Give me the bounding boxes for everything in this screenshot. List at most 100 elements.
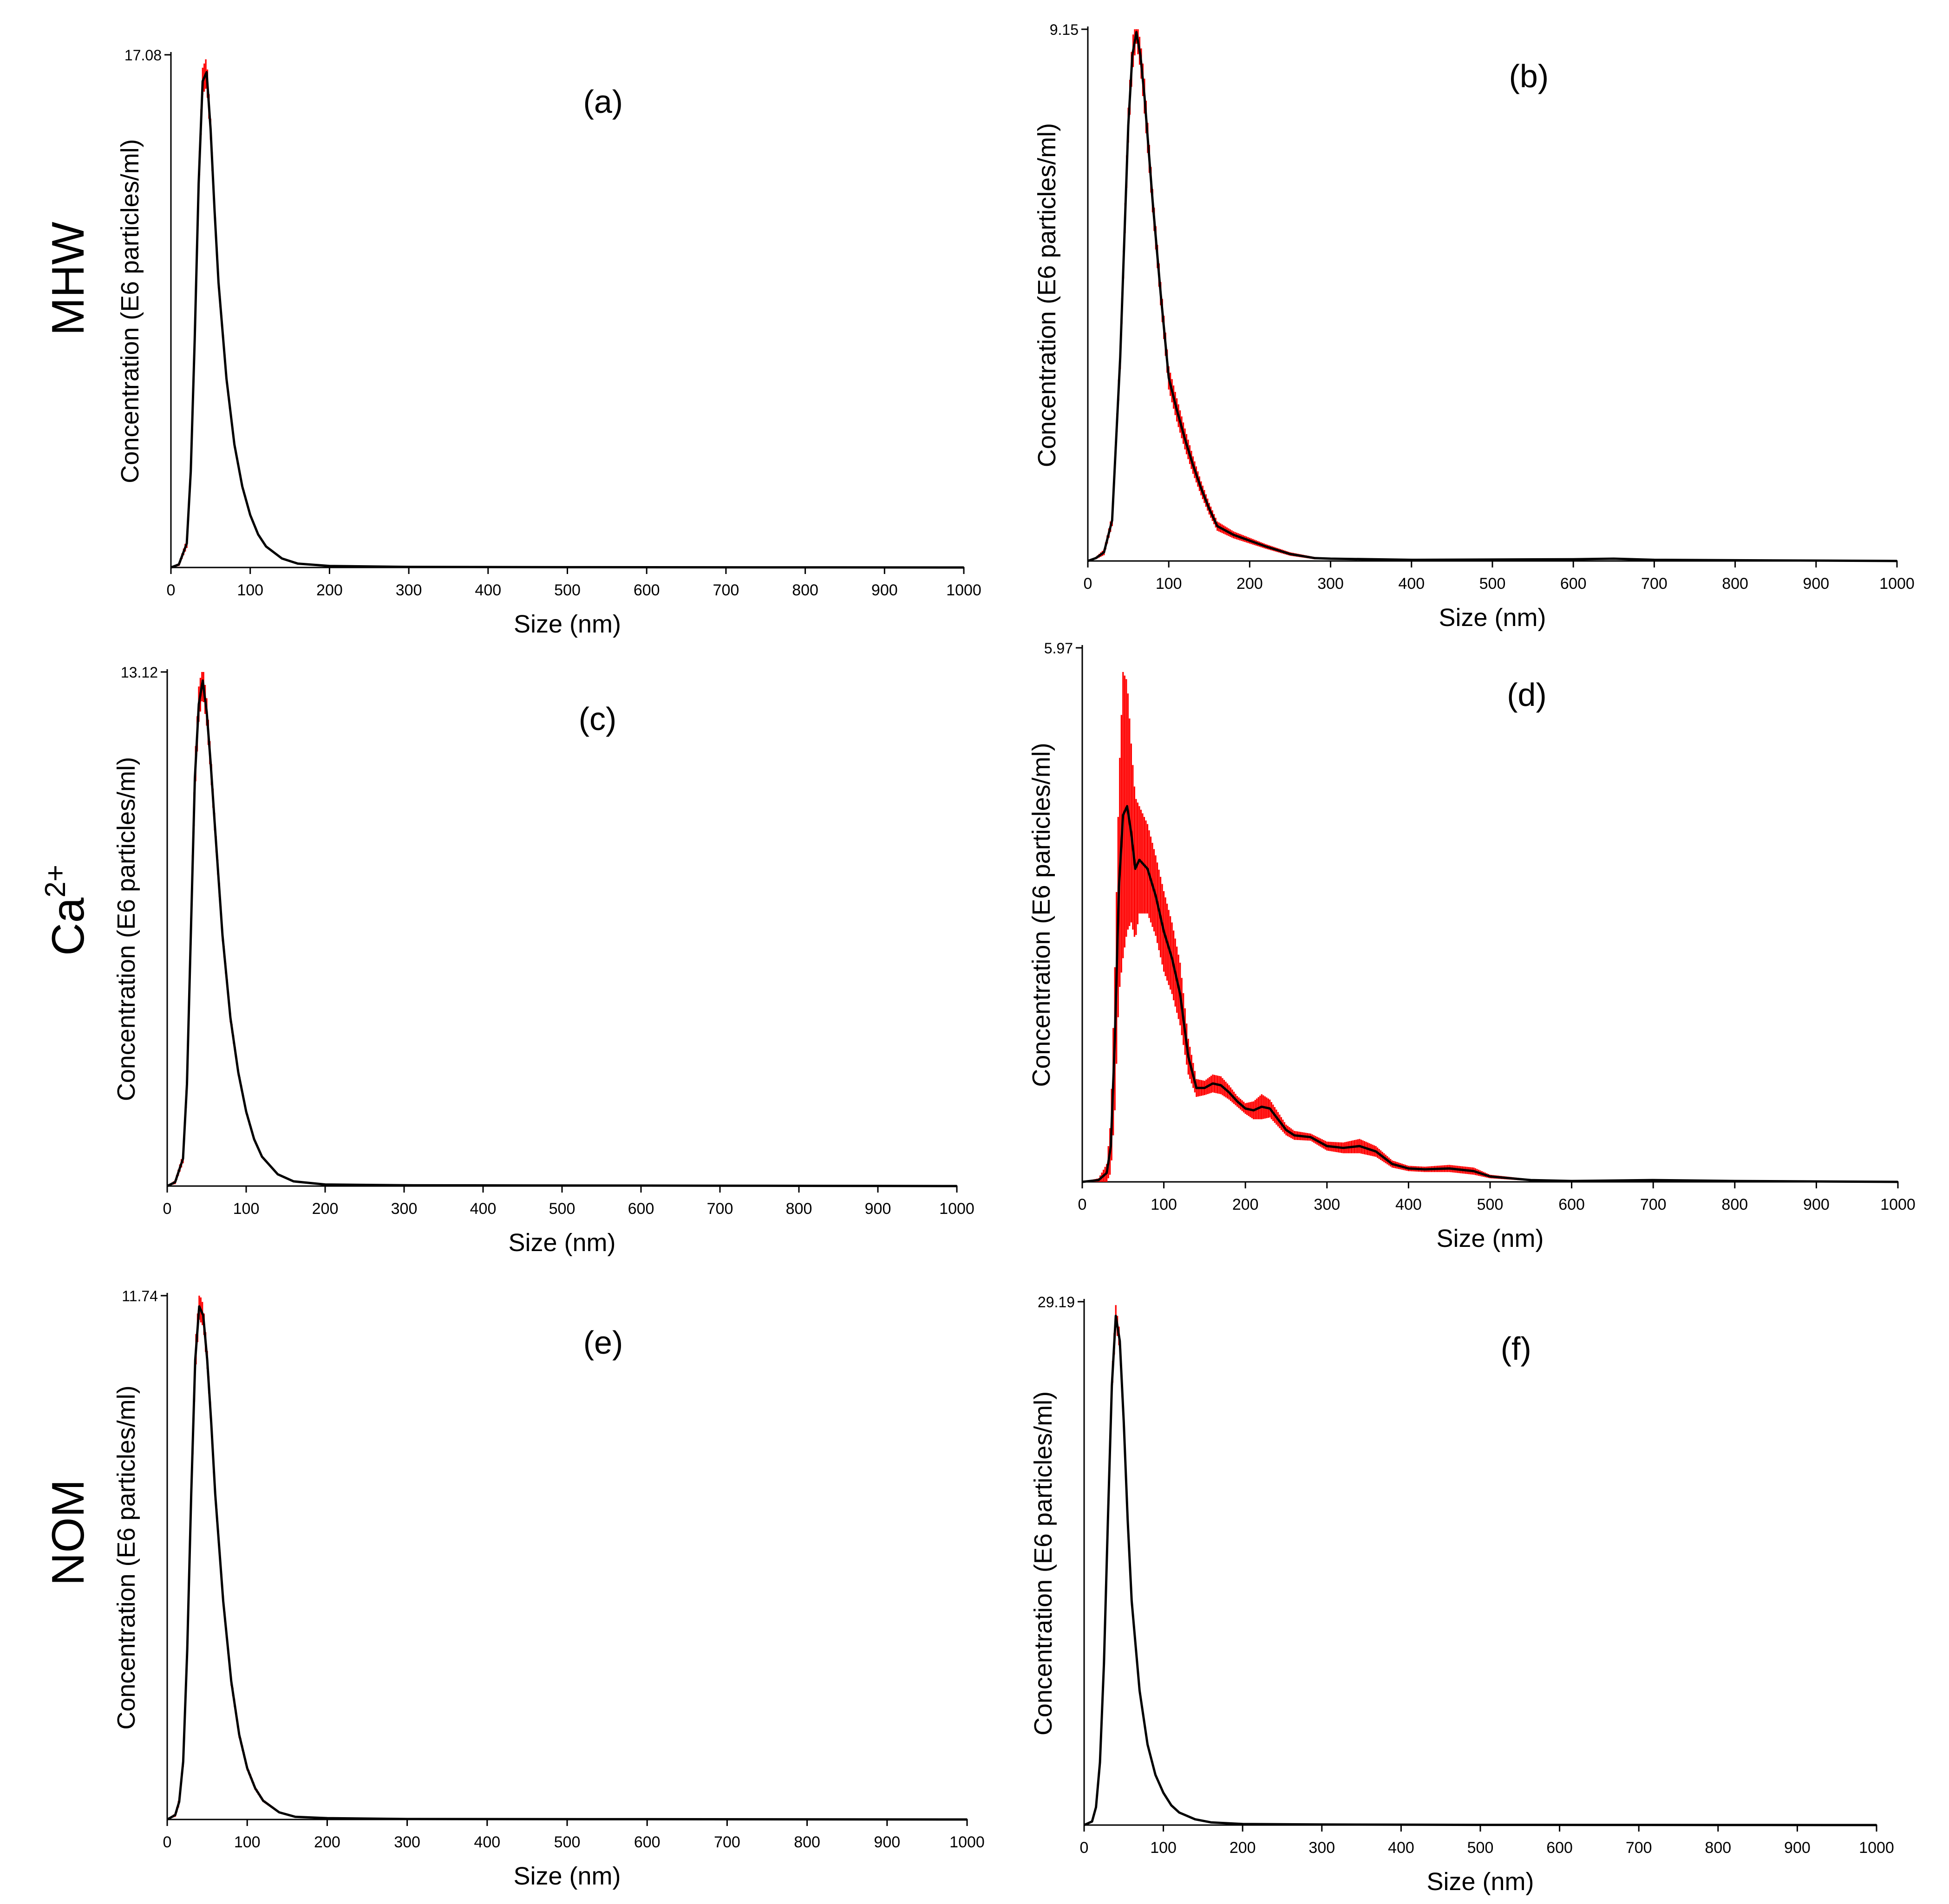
y-max-label: 5.97 [1044, 640, 1073, 657]
x-tick-label: 700 [1626, 1839, 1652, 1857]
data-point [229, 1017, 231, 1018]
data-point [1187, 1056, 1189, 1057]
data-point [1151, 200, 1153, 202]
data-point [1196, 1087, 1197, 1089]
panel-label: (c) [579, 701, 617, 737]
data-point [1896, 560, 1898, 562]
x-axis-title: Size (nm) [513, 1862, 621, 1890]
data-point [1326, 1145, 1328, 1147]
data-point [1131, 1600, 1132, 1602]
data-point [1220, 1084, 1222, 1086]
data-point [206, 71, 208, 73]
x-tick-label: 600 [634, 1833, 661, 1851]
data-point [1095, 1806, 1097, 1808]
x-tick-label: 1000 [1859, 1839, 1894, 1857]
data-point [1479, 1824, 1481, 1826]
x-tick-label: 500 [549, 1200, 576, 1218]
x-tick-label: 100 [1151, 1196, 1177, 1213]
data-point [174, 1181, 176, 1183]
data-point [1203, 1087, 1205, 1089]
error-bars [168, 1296, 327, 1819]
x-tick-label: 200 [312, 1200, 339, 1218]
data-point [214, 1493, 216, 1495]
panel-label: (b) [1509, 58, 1549, 94]
x-tick-label: 900 [1803, 1196, 1830, 1213]
data-point [1160, 293, 1162, 294]
data-point [1106, 1172, 1108, 1174]
error-bars [1083, 672, 1734, 1182]
data-point [1411, 559, 1413, 561]
data-point [1253, 1109, 1255, 1111]
x-tick-label: 600 [634, 581, 660, 599]
data-point [1294, 1135, 1295, 1136]
y-axis-title: Concentration (E6 particles/ml) [1029, 1391, 1057, 1735]
data-point [1407, 1167, 1409, 1169]
data-point [1489, 1175, 1491, 1177]
data-point [281, 558, 283, 560]
data-point [1212, 1082, 1214, 1084]
data-point [1115, 1315, 1117, 1317]
data-point [277, 1174, 279, 1175]
data-point [222, 934, 223, 936]
data-point [1163, 1792, 1164, 1794]
data-point [1192, 464, 1194, 466]
data-point [206, 711, 208, 713]
chart-panel-a: 17.08 0 100 200 300 400 500 600 700 800 900 1000 Siz… [116, 47, 981, 638]
data-point [1114, 1038, 1116, 1040]
data-point [242, 485, 243, 487]
y-axis-title: Concentration (E6 particles/ml) [116, 139, 144, 483]
data-point [1107, 1519, 1109, 1521]
data-point [567, 566, 568, 568]
data-point [1289, 553, 1291, 555]
data-point [1171, 957, 1173, 959]
x-tick-label: 100 [1150, 1839, 1177, 1857]
x-tick-label: 600 [1558, 1196, 1585, 1213]
data-point [1138, 1689, 1140, 1691]
x-tick-label: 300 [1308, 1839, 1335, 1857]
data-point [1095, 557, 1097, 559]
data-point [1897, 1181, 1899, 1183]
x-tick-label: 400 [474, 1833, 500, 1851]
mean-line [1082, 805, 1898, 1183]
x-axis-title: Size (nm) [1426, 1868, 1534, 1896]
x-tick-label: 200 [316, 581, 343, 599]
x-tick-label: 400 [470, 1200, 497, 1218]
x-tick-label: 500 [554, 581, 581, 599]
data-point [1144, 95, 1145, 97]
x-tick-label: 300 [394, 1833, 420, 1851]
x-tick-label: 600 [1560, 575, 1587, 593]
x-tick-label: 300 [1317, 575, 1344, 593]
error-bars [1088, 29, 1654, 561]
data-point [1163, 931, 1165, 932]
x-tick-label: 300 [396, 581, 422, 599]
data-point [1122, 814, 1124, 816]
data-point [186, 542, 188, 544]
data-point [1110, 1145, 1112, 1147]
data-point [257, 534, 259, 535]
panel-label: (a) [583, 84, 623, 120]
x-tick-label: 400 [1398, 575, 1425, 593]
x-tick-label: 1000 [946, 581, 981, 599]
error-bars [1085, 1305, 1242, 1825]
data-point [1103, 551, 1105, 553]
data-point [1216, 525, 1218, 527]
x-tick-label: 900 [1803, 575, 1829, 593]
data-point [1310, 1136, 1312, 1138]
data-point [178, 1801, 180, 1803]
data-point [1131, 54, 1133, 56]
data-point [1127, 1519, 1129, 1521]
data-point [202, 1314, 204, 1316]
x-tick-label: 0 [167, 581, 176, 599]
data-point [253, 1138, 255, 1140]
data-point [1321, 1824, 1323, 1826]
x-tick-label: 700 [707, 1200, 733, 1218]
y-max-label: 11.74 [122, 1288, 158, 1304]
x-tick-label: 700 [1641, 575, 1668, 593]
x-tick-label: 600 [628, 1200, 654, 1218]
data-point [406, 1818, 408, 1820]
data-point [261, 1156, 263, 1158]
x-tick-label: 100 [1156, 575, 1182, 593]
x-tick-label: 900 [1784, 1839, 1811, 1857]
data-point [1184, 438, 1186, 440]
